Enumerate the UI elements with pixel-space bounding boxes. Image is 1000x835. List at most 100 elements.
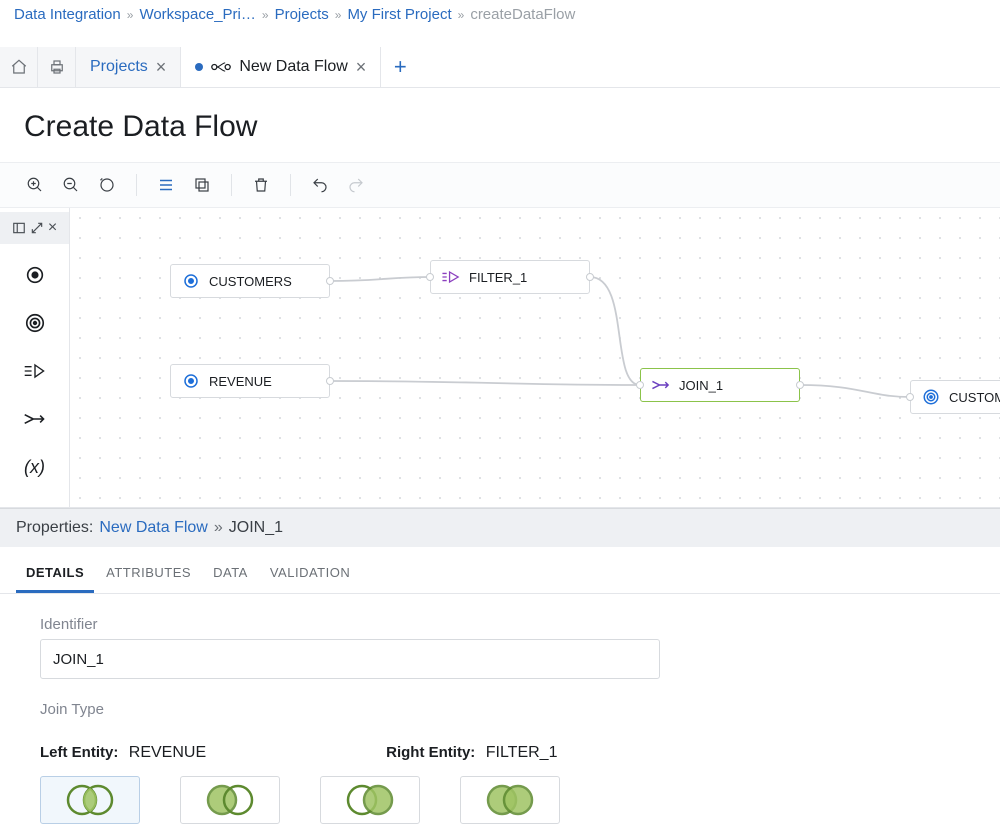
breadcrumb-sep: » [262, 8, 269, 22]
zoom-out-icon [62, 176, 80, 194]
tab-strip: Projects × New Data Flow × + [0, 47, 1000, 88]
panel-icon[interactable] [12, 221, 26, 235]
properties-header: Properties: New Data Flow » JOIN_1 [0, 509, 1000, 547]
properties-tabs: DETAILS ATTRIBUTES DATA VALIDATION [0, 555, 1000, 594]
join-tool[interactable] [18, 402, 52, 436]
redo-button[interactable] [339, 170, 373, 200]
source-icon [181, 372, 201, 390]
node-revenue-source[interactable]: REVENUE [170, 364, 330, 398]
copy-icon [193, 176, 211, 194]
join-tool-icon [23, 410, 47, 428]
node-customers-target[interactable]: CUSTOMERS [910, 380, 1000, 414]
tab-label: Projects [90, 58, 148, 76]
filter-tool[interactable] [18, 354, 52, 388]
node-label: CUSTOMERS [949, 390, 1000, 405]
properties-panel: Properties: New Data Flow » JOIN_1 DETAI… [0, 508, 1000, 835]
join-type-choices [40, 776, 960, 824]
tab-new-data-flow[interactable]: New Data Flow × [181, 47, 381, 87]
toolbar-divider [231, 174, 232, 196]
redo-icon [346, 176, 366, 194]
page-title: Create Data Flow [0, 88, 1000, 162]
home-tab-button[interactable] [0, 47, 38, 87]
properties-node-name: JOIN_1 [229, 519, 283, 537]
tab-label: New Data Flow [239, 58, 347, 76]
identifier-label: Identifier [40, 616, 960, 633]
target-tool[interactable] [18, 306, 52, 340]
tab-attributes[interactable]: ATTRIBUTES [96, 555, 201, 593]
zoom-fit-button[interactable] [90, 170, 124, 200]
identifier-input[interactable]: JOIN_1 [40, 639, 660, 679]
zoom-fit-icon [98, 176, 116, 194]
breadcrumb-item[interactable]: My First Project [347, 6, 451, 23]
source-icon [181, 272, 201, 290]
join-choice-full-outer[interactable] [460, 776, 560, 824]
inner-join-icon [58, 782, 122, 818]
close-icon[interactable]: × [356, 57, 367, 78]
left-entity-value: REVENUE [129, 744, 206, 761]
join-icon [651, 377, 671, 393]
output-port[interactable] [326, 377, 334, 385]
properties-label: Properties: [16, 519, 93, 537]
add-tab-button[interactable]: + [381, 47, 419, 87]
canvas-edges [70, 208, 1000, 507]
join-choice-inner[interactable] [40, 776, 140, 824]
operator-palette: × (x) [0, 208, 70, 507]
properties-body: Identifier JOIN_1 Join Type Left Entity:… [0, 594, 1000, 835]
left-entity-label: Left Entity: [40, 744, 118, 761]
output-port[interactable] [586, 273, 594, 281]
output-port[interactable] [326, 277, 334, 285]
breadcrumb-item[interactable]: Data Integration [14, 6, 121, 23]
node-label: FILTER_1 [469, 270, 527, 285]
node-label: CUSTOMERS [209, 274, 292, 289]
input-port[interactable] [636, 381, 644, 389]
breadcrumb-item[interactable]: Workspace_Pri… [139, 6, 255, 23]
toolbar-divider [136, 174, 137, 196]
node-label: REVENUE [209, 374, 272, 389]
breadcrumb-sep: » [458, 8, 465, 22]
close-icon[interactable]: × [48, 219, 57, 237]
join-choice-right-outer[interactable] [320, 776, 420, 824]
zoom-out-button[interactable] [54, 170, 88, 200]
join-choice-left-outer[interactable] [180, 776, 280, 824]
node-filter-1[interactable]: FILTER_1 [430, 260, 590, 294]
list-button[interactable] [149, 170, 183, 200]
trash-icon [252, 176, 270, 194]
right-outer-join-icon [338, 782, 402, 818]
source-tool[interactable] [18, 258, 52, 292]
breadcrumb-sep: » [335, 8, 342, 22]
input-port[interactable] [906, 393, 914, 401]
identifier-value: JOIN_1 [53, 651, 104, 668]
properties-flow-link[interactable]: New Data Flow [99, 519, 207, 537]
tab-details[interactable]: DETAILS [16, 555, 94, 593]
flow-canvas[interactable]: CUSTOMERS FILTER_1 REVENUE JOIN_1 [70, 208, 1000, 507]
expression-tool[interactable]: (x) [18, 450, 52, 484]
input-port[interactable] [426, 273, 434, 281]
print-tab-button[interactable] [38, 47, 76, 87]
close-icon[interactable]: × [156, 57, 167, 78]
node-join-1[interactable]: JOIN_1 [640, 368, 800, 402]
breadcrumb-sep: » [127, 8, 134, 22]
expression-tool-icon: (x) [24, 457, 45, 478]
toolbar-divider [290, 174, 291, 196]
tab-projects[interactable]: Projects × [76, 47, 181, 87]
undo-button[interactable] [303, 170, 337, 200]
breadcrumb-item[interactable]: Projects [275, 6, 329, 23]
node-customers-source[interactable]: CUSTOMERS [170, 264, 330, 298]
tab-data[interactable]: DATA [203, 555, 258, 593]
list-icon [157, 176, 175, 194]
expand-icon[interactable] [30, 221, 44, 235]
zoom-in-button[interactable] [18, 170, 52, 200]
dirty-indicator-icon [195, 63, 203, 71]
output-port[interactable] [796, 381, 804, 389]
target-tool-icon [24, 312, 46, 334]
trash-button[interactable] [244, 170, 278, 200]
copy-button[interactable] [185, 170, 219, 200]
left-outer-join-icon [198, 782, 262, 818]
undo-icon [310, 176, 330, 194]
flow-icon [211, 59, 231, 75]
right-entity-value: FILTER_1 [486, 744, 558, 761]
join-type-label: Join Type [40, 701, 960, 718]
zoom-in-icon [26, 176, 44, 194]
filter-icon [441, 270, 461, 284]
tab-validation[interactable]: VALIDATION [260, 555, 360, 593]
